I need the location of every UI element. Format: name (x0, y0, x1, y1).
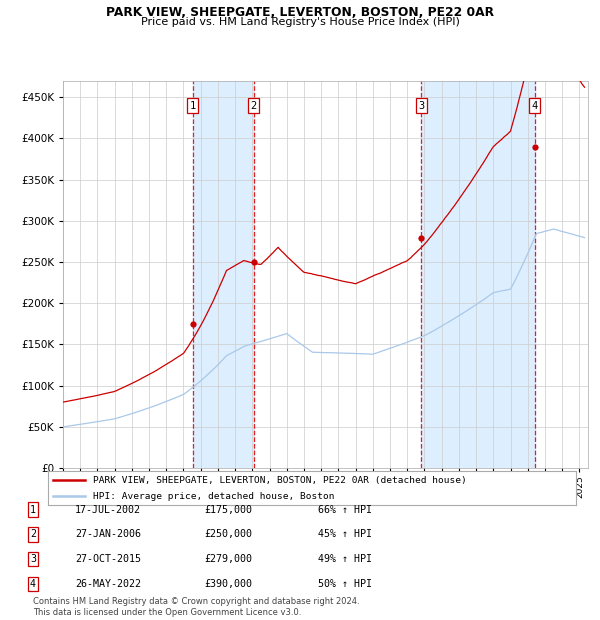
Text: 2: 2 (250, 101, 257, 111)
Text: 2: 2 (30, 529, 36, 539)
Text: 45% ↑ HPI: 45% ↑ HPI (318, 529, 372, 539)
Text: £175,000: £175,000 (204, 505, 252, 515)
Text: 27-OCT-2015: 27-OCT-2015 (75, 554, 141, 564)
Text: Contains HM Land Registry data © Crown copyright and database right 2024.
This d: Contains HM Land Registry data © Crown c… (33, 598, 359, 617)
Text: 4: 4 (30, 579, 36, 589)
Text: 66% ↑ HPI: 66% ↑ HPI (318, 505, 372, 515)
Text: 50% ↑ HPI: 50% ↑ HPI (318, 579, 372, 589)
Text: 1: 1 (30, 505, 36, 515)
Text: HPI: Average price, detached house, Boston: HPI: Average price, detached house, Bost… (93, 492, 334, 500)
Text: PARK VIEW, SHEEPGATE, LEVERTON, BOSTON, PE22 0AR (detached house): PARK VIEW, SHEEPGATE, LEVERTON, BOSTON, … (93, 476, 467, 485)
Text: Price paid vs. HM Land Registry's House Price Index (HPI): Price paid vs. HM Land Registry's House … (140, 17, 460, 27)
Text: 1: 1 (190, 101, 196, 111)
Bar (421, 81, 535, 468)
Text: 27-JAN-2006: 27-JAN-2006 (75, 529, 141, 539)
Text: 3: 3 (418, 101, 425, 111)
Text: £279,000: £279,000 (204, 554, 252, 564)
Bar (193, 81, 254, 468)
Text: 4: 4 (532, 101, 538, 111)
Text: PARK VIEW, SHEEPGATE, LEVERTON, BOSTON, PE22 0AR: PARK VIEW, SHEEPGATE, LEVERTON, BOSTON, … (106, 6, 494, 19)
Text: 49% ↑ HPI: 49% ↑ HPI (318, 554, 372, 564)
Text: 3: 3 (30, 554, 36, 564)
Text: 26-MAY-2022: 26-MAY-2022 (75, 579, 141, 589)
Text: £250,000: £250,000 (204, 529, 252, 539)
Text: £390,000: £390,000 (204, 579, 252, 589)
Text: 17-JUL-2002: 17-JUL-2002 (75, 505, 141, 515)
